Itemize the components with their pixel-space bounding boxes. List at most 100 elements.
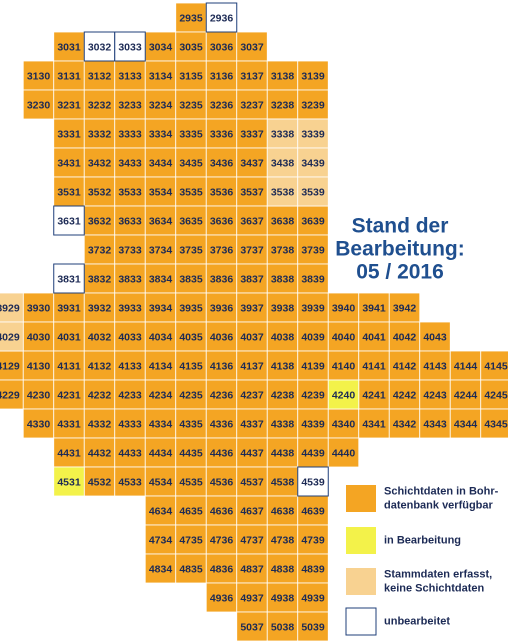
map-tile: [175, 553, 207, 584]
tile-label: 3635: [179, 215, 203, 227]
map-tile: [236, 60, 268, 91]
tile-label: 4345: [484, 418, 508, 430]
map-tile: [205, 263, 238, 294]
tile-label: 4237: [240, 389, 264, 401]
legend-swatch: [346, 568, 376, 595]
tile-label: 4243: [423, 389, 447, 401]
map-tile: [53, 437, 85, 468]
tile-label: 3037: [240, 41, 264, 53]
tile-label: 3431: [57, 157, 81, 169]
map-tile: [297, 321, 329, 352]
tile-label: 5037: [240, 621, 264, 633]
tile-label: 4838: [271, 563, 295, 575]
map-tile: [205, 2, 238, 33]
map-tile: [53, 118, 85, 149]
map-tile: [358, 321, 390, 352]
map-tile: [144, 31, 177, 62]
tile-label: 4230: [27, 389, 51, 401]
tile-label: 4040: [332, 331, 356, 343]
map-tile: [358, 292, 390, 323]
tile-label: 4431: [57, 447, 81, 459]
map-tile: [114, 292, 146, 323]
map-tile: [266, 350, 299, 381]
map-tile: [297, 60, 329, 91]
map-tile: [205, 582, 238, 613]
tile-label: 3832: [88, 273, 112, 285]
tile-label: 4636: [210, 505, 234, 517]
tile-label: 3834: [149, 273, 173, 285]
title-line: 05 / 2016: [356, 261, 444, 284]
map-tile: [297, 611, 329, 642]
map-tile: [53, 60, 85, 91]
tile-label: 3631: [57, 215, 81, 227]
tile-label: 4734: [149, 534, 173, 546]
tile-label: 4234: [149, 389, 173, 401]
tile-label: 4344: [454, 418, 478, 430]
title-line: Bearbeitung:: [335, 238, 465, 261]
tile-label: 3633: [118, 215, 142, 227]
tile-label: 4133: [118, 360, 142, 372]
tile-label: 4030: [27, 331, 51, 343]
tile-label: 3638: [271, 215, 295, 227]
tile-label: 3839: [301, 273, 325, 285]
map-tile: [266, 263, 299, 294]
map-tile: [175, 292, 207, 323]
map-tile: [236, 495, 268, 526]
map-tile: [266, 437, 299, 468]
tile-label: 4737: [240, 534, 264, 546]
tile-label: 4043: [423, 331, 447, 343]
tile-label: 3331: [57, 128, 81, 140]
tile-label: 3138: [271, 70, 295, 82]
map-tile: [419, 379, 451, 410]
map-tile: [114, 31, 146, 62]
tile-label: 4242: [393, 389, 417, 401]
tile-label: 3238: [271, 99, 295, 111]
tile-label: 4129: [0, 360, 20, 372]
legend-label: Stammdaten erfasst,: [384, 568, 492, 580]
map-tile: [205, 89, 238, 120]
map-tile: [114, 350, 146, 381]
tile-label: 3433: [118, 157, 142, 169]
map-tile: [297, 147, 329, 178]
map-tile: [114, 466, 146, 497]
tile-label: 4331: [57, 418, 81, 430]
tile-label: 3737: [240, 244, 264, 256]
map-tile: [114, 437, 146, 468]
map-tile: [297, 466, 329, 497]
tile-label: 3939: [301, 302, 325, 314]
tile-label: 4333: [118, 418, 142, 430]
tile-label: 3135: [179, 70, 203, 82]
tile-label: 4334: [149, 418, 173, 430]
map-tile: [22, 321, 55, 352]
tile-label: 3735: [179, 244, 203, 256]
map-tile: [327, 292, 360, 323]
tile-label: 3235: [179, 99, 203, 111]
tile-label: 3940: [332, 302, 356, 314]
tile-label: 3134: [149, 70, 173, 82]
tile-label: 4140: [332, 360, 356, 372]
title-line: Stand der: [352, 215, 449, 238]
map-tile: [83, 437, 116, 468]
tile-label: 3535: [179, 186, 203, 198]
tile-label: 3734: [149, 244, 173, 256]
tile-label: 3935: [179, 302, 203, 314]
map-tile: [388, 350, 421, 381]
tile-label: 4332: [88, 418, 112, 430]
tile-label: 3139: [301, 70, 325, 82]
map-tile: [297, 350, 329, 381]
map-tile: [175, 437, 207, 468]
tile-label: 4145: [484, 360, 508, 372]
map-tile: [297, 379, 329, 410]
tile-label: 4434: [149, 447, 173, 459]
map-tile: [297, 553, 329, 584]
tile-label: 3639: [301, 215, 325, 227]
tile-label: 4039: [301, 331, 325, 343]
tile-label: 3539: [301, 186, 325, 198]
map-tile: [175, 234, 207, 265]
tile-label: 3833: [118, 273, 142, 285]
map-tile: [236, 147, 268, 178]
map-tile: [205, 466, 238, 497]
map-tile: [297, 582, 329, 613]
